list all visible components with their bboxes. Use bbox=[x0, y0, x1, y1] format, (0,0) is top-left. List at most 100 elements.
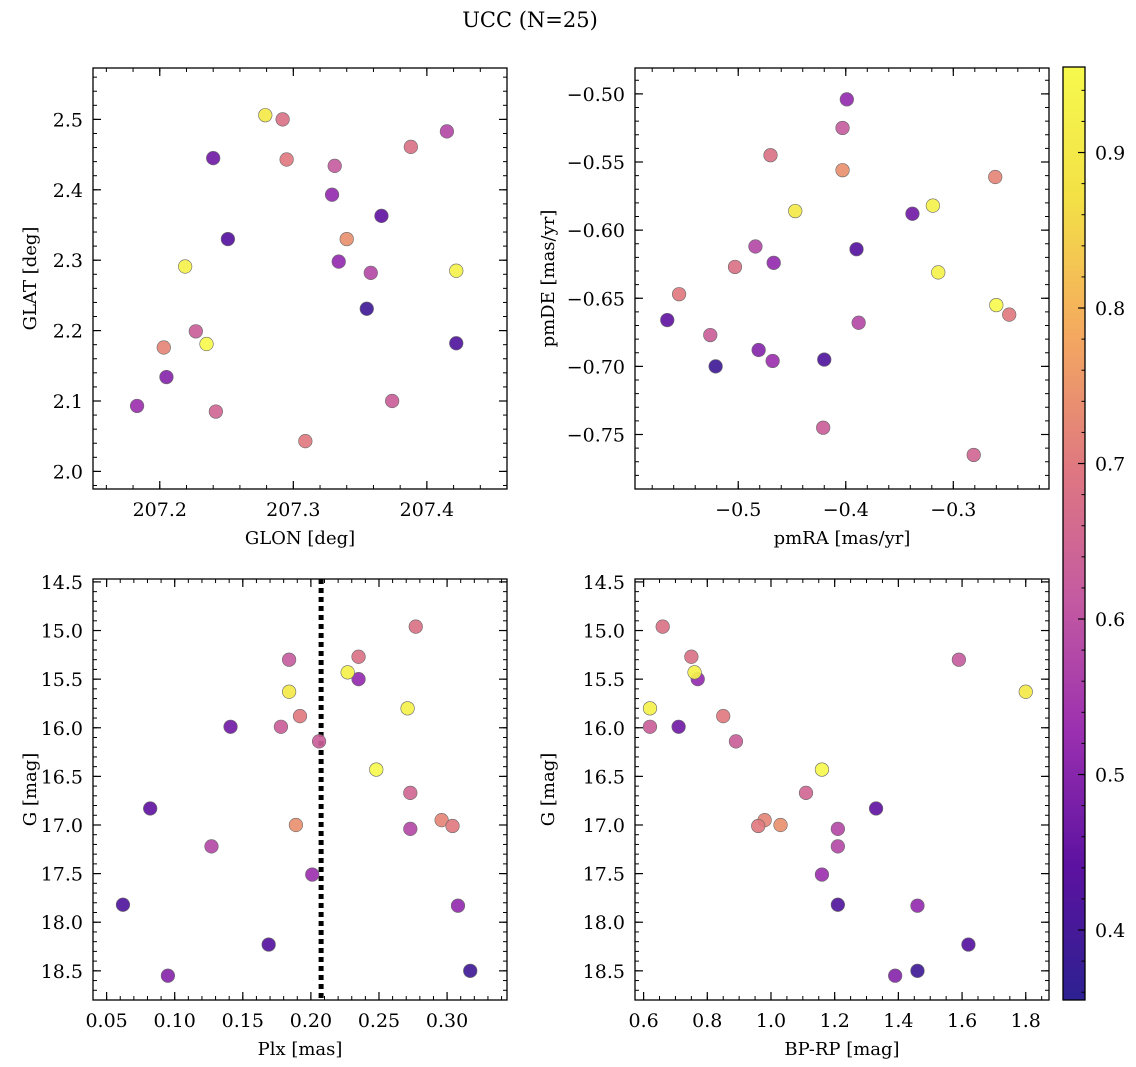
data-point bbox=[905, 206, 920, 221]
data-point bbox=[835, 120, 850, 136]
data-point bbox=[279, 152, 294, 167]
data-points bbox=[129, 108, 464, 449]
y-tick-label: 17.5 bbox=[41, 864, 83, 886]
x-tick-label: 0.8 bbox=[692, 1010, 722, 1032]
data-point bbox=[751, 342, 766, 358]
data-point bbox=[327, 158, 342, 173]
colorbar-gradient bbox=[1063, 67, 1085, 1000]
y-tick-label: 2.4 bbox=[53, 180, 83, 202]
data-point bbox=[324, 187, 340, 202]
axes-frame bbox=[92, 578, 508, 1001]
data-point bbox=[188, 324, 203, 339]
data-point bbox=[868, 801, 884, 816]
panel-bprp-g: 0.6 0.8 1.0 1.2 1.4 1.6 1.8 14.5 15.0 15.5 16.0 16.… bbox=[538, 572, 1050, 1060]
axes-frame bbox=[92, 67, 508, 490]
y-axis-label: pmDE [mas/yr] bbox=[538, 210, 559, 348]
data-point bbox=[385, 393, 400, 409]
data-point bbox=[1002, 307, 1017, 322]
y-tick-label: 18.0 bbox=[583, 912, 625, 934]
y-tick-label: −0.65 bbox=[567, 288, 625, 310]
data-point bbox=[788, 203, 803, 219]
data-point bbox=[403, 821, 418, 836]
y-tick-label: 2.0 bbox=[53, 461, 83, 483]
data-point bbox=[849, 242, 864, 257]
data-point bbox=[143, 801, 158, 816]
data-point bbox=[400, 701, 415, 716]
x-tick-label: −0.4 bbox=[823, 499, 869, 521]
data-point bbox=[910, 898, 925, 913]
data-points bbox=[660, 92, 1017, 463]
x-tick-label: −0.3 bbox=[930, 499, 976, 521]
data-point bbox=[199, 336, 214, 352]
data-point bbox=[178, 259, 193, 274]
data-point bbox=[751, 818, 766, 834]
y-axis-label: G [mag] bbox=[20, 753, 41, 826]
data-points bbox=[115, 619, 478, 983]
y-tick-label: −0.55 bbox=[567, 152, 625, 174]
y-tick-label: 2.5 bbox=[53, 109, 83, 131]
colorbar-frame bbox=[1062, 66, 1086, 1001]
data-point bbox=[463, 963, 478, 978]
data-point bbox=[351, 672, 366, 687]
y-tick-label: 2.2 bbox=[53, 321, 83, 343]
y-axis-label: G [mag] bbox=[538, 753, 559, 826]
data-point bbox=[851, 315, 866, 330]
data-point bbox=[816, 420, 831, 435]
y-tick-label: 15.5 bbox=[41, 669, 83, 691]
data-point bbox=[951, 652, 966, 667]
data-point bbox=[363, 265, 378, 280]
data-point bbox=[156, 340, 171, 355]
y-tick-label: 16.5 bbox=[583, 766, 625, 788]
data-point bbox=[660, 312, 675, 328]
data-point bbox=[445, 818, 460, 834]
y-tick-label: 18.0 bbox=[41, 912, 83, 934]
data-point bbox=[282, 652, 297, 667]
data-point bbox=[835, 163, 850, 178]
x-tick-label: 0.25 bbox=[358, 1010, 400, 1032]
data-point bbox=[728, 734, 744, 749]
y-tick-label: 17.0 bbox=[583, 815, 625, 837]
data-point bbox=[703, 327, 718, 343]
colorbar-tick-label: 0.4 bbox=[1095, 920, 1125, 942]
colorbar-tick-label: 0.8 bbox=[1095, 298, 1125, 320]
data-point bbox=[129, 398, 145, 414]
colorbar-tick-label: 0.5 bbox=[1095, 765, 1125, 787]
y-tick-label: 2.3 bbox=[53, 250, 83, 272]
data-point bbox=[351, 649, 366, 664]
data-point bbox=[966, 447, 981, 463]
data-point bbox=[273, 719, 289, 734]
data-point bbox=[671, 719, 686, 734]
data-point bbox=[748, 239, 763, 254]
data-point bbox=[830, 821, 845, 836]
data-point bbox=[159, 369, 174, 385]
data-point bbox=[331, 254, 346, 269]
panel-plx-g: 0.05 0.10 0.15 0.20 0.25 0.30 14.5 15.0 15.5 16.0… bbox=[20, 572, 508, 1060]
axes-frame bbox=[634, 67, 1050, 490]
y-tick-label: 2.1 bbox=[53, 391, 83, 413]
data-point bbox=[931, 265, 946, 280]
y-tick-label: 15.0 bbox=[41, 621, 83, 643]
data-point bbox=[1018, 684, 1033, 699]
data-point bbox=[671, 287, 687, 302]
data-point bbox=[839, 92, 854, 107]
data-point bbox=[450, 898, 466, 913]
data-point bbox=[208, 404, 223, 419]
data-point bbox=[988, 169, 1003, 185]
data-point bbox=[642, 701, 658, 716]
data-point bbox=[298, 434, 313, 449]
panel-pmra-pmde: −0.5 −0.4 −0.3 −0.75 −0.70 −0.65 −0.60 −0.55 −0.… bbox=[538, 67, 1050, 549]
y-tick-label: 18.5 bbox=[583, 961, 625, 983]
y-tick-label: 16.5 bbox=[41, 766, 83, 788]
data-point bbox=[888, 968, 903, 983]
data-point bbox=[687, 665, 702, 680]
x-axis-label: pmRA [mas/yr] bbox=[774, 528, 911, 549]
y-tick-label: 17.0 bbox=[41, 815, 83, 837]
y-tick-label: −0.75 bbox=[567, 425, 625, 447]
x-tick-label: 207.2 bbox=[133, 499, 187, 521]
x-tick-label: 207.3 bbox=[266, 499, 320, 521]
data-point bbox=[773, 817, 788, 833]
data-point bbox=[359, 301, 374, 316]
data-point bbox=[204, 839, 219, 854]
y-tick-label: 14.5 bbox=[583, 572, 625, 594]
data-point bbox=[684, 649, 699, 664]
